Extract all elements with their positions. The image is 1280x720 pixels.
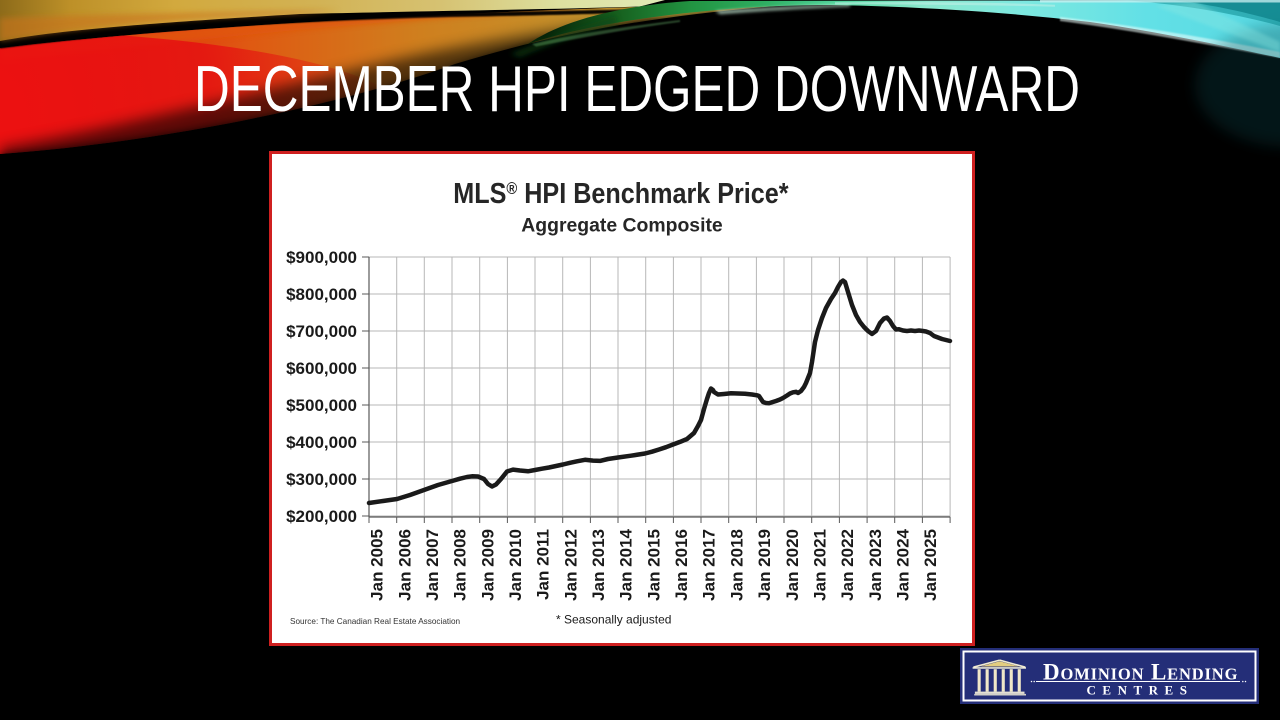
svg-text:Jan 2019: Jan 2019	[755, 529, 774, 601]
svg-text:Source: The Canadian Real Esta: Source: The Canadian Real Estate Associa…	[290, 617, 461, 626]
svg-text:Jan 2025: Jan 2025	[921, 529, 940, 601]
svg-text:$400,000: $400,000	[286, 433, 357, 452]
svg-text:Jan 2024: Jan 2024	[893, 528, 912, 600]
svg-text:MLS® HPI Benchmark Price*: MLS® HPI Benchmark Price*	[453, 176, 789, 209]
svg-text:Jan 2009: Jan 2009	[478, 529, 497, 601]
svg-text:Jan 2022: Jan 2022	[838, 529, 857, 601]
svg-text:Jan 2020: Jan 2020	[783, 529, 802, 601]
svg-text:Aggregate Composite: Aggregate Composite	[521, 215, 723, 237]
svg-text:$800,000: $800,000	[286, 285, 357, 304]
svg-text:* Seasonally adjusted: * Seasonally adjusted	[556, 613, 671, 627]
svg-text:Jan 2011: Jan 2011	[534, 529, 553, 600]
svg-text:Jan 2007: Jan 2007	[423, 529, 442, 601]
svg-text:Jan 2016: Jan 2016	[672, 529, 691, 601]
svg-text:$300,000: $300,000	[286, 470, 357, 489]
svg-text:$900,000: $900,000	[286, 248, 357, 267]
svg-text:Jan 2015: Jan 2015	[644, 529, 663, 601]
svg-text:Jan 2008: Jan 2008	[451, 529, 470, 601]
svg-text:Jan 2018: Jan 2018	[727, 529, 746, 601]
svg-text:CENTRES: CENTRES	[1087, 682, 1194, 697]
svg-text:$600,000: $600,000	[286, 359, 357, 378]
svg-text:$700,000: $700,000	[286, 322, 357, 341]
svg-text:Jan 2006: Jan 2006	[395, 529, 414, 601]
svg-text:Jan 2017: Jan 2017	[700, 529, 719, 601]
svg-text:$200,000: $200,000	[286, 507, 357, 526]
svg-text:Jan 2012: Jan 2012	[561, 529, 580, 601]
svg-text:Jan 2010: Jan 2010	[506, 529, 525, 601]
svg-text:Jan 2005: Jan 2005	[368, 529, 387, 601]
svg-text:Jan 2021: Jan 2021	[810, 529, 829, 601]
svg-text:DOMINION LENDING: DOMINION LENDING	[1043, 660, 1238, 685]
svg-text:Jan 2014: Jan 2014	[617, 528, 636, 600]
svg-text:Jan 2023: Jan 2023	[866, 529, 885, 601]
svg-text:Jan 2013: Jan 2013	[589, 529, 608, 601]
svg-text:$500,000: $500,000	[286, 396, 357, 415]
